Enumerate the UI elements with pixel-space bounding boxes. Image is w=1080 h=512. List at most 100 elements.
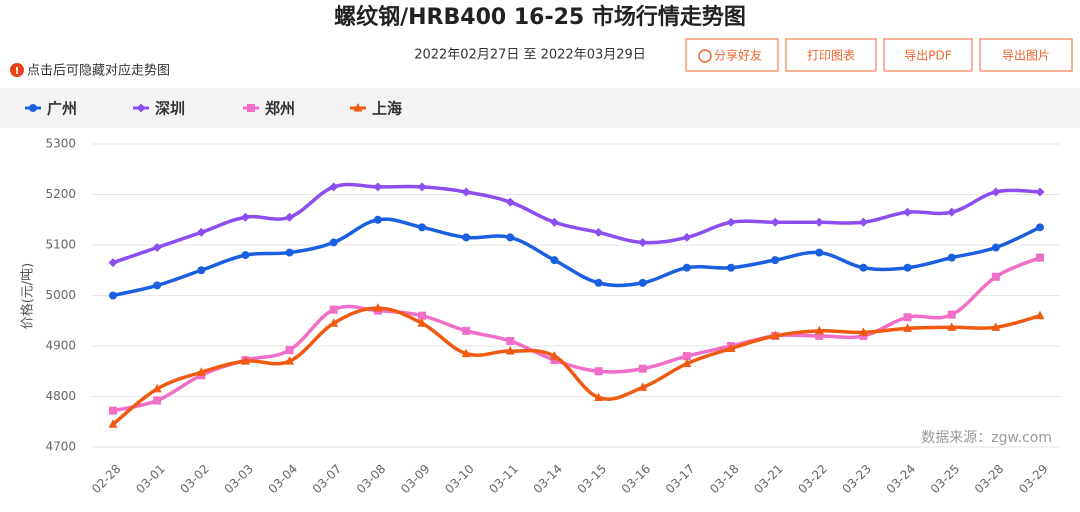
legend-marker — [353, 103, 363, 112]
x-tick-label: 03-10 — [442, 462, 477, 497]
data-point — [770, 330, 780, 340]
data-point — [108, 419, 118, 428]
legend-label: 深圳 — [155, 100, 185, 118]
image-button[interactable]: 导出图片 — [979, 38, 1073, 72]
share-icon — [698, 49, 712, 63]
y-axis-label: 价格(元/吨) — [20, 263, 36, 330]
data-point — [1035, 187, 1045, 197]
data-point — [196, 367, 206, 376]
date-range: 2022年02月27日 至 2022年03月29日 — [414, 48, 646, 63]
data-point — [947, 310, 956, 319]
data-point — [858, 217, 868, 227]
data-point — [1036, 253, 1044, 262]
series-line — [112, 217, 1041, 298]
series-line — [111, 306, 1041, 426]
x-tick-label: 03-28 — [972, 462, 1007, 497]
y-tick-label: 5000 — [45, 288, 76, 302]
button-label: 导出PDF — [904, 49, 951, 63]
x-tick-label: 03-25 — [928, 462, 963, 497]
data-point — [1036, 223, 1044, 232]
y-tick-label: 4800 — [45, 389, 76, 403]
data-point — [594, 392, 604, 402]
data-point — [549, 351, 559, 360]
chart-title: 螺纹钢/HRB400 16-25 市场行情走势图 — [334, 4, 746, 30]
data-point — [858, 327, 868, 336]
x-tick-label: 03-09 — [398, 462, 433, 497]
legend-marker — [136, 103, 146, 113]
data-point — [727, 263, 735, 272]
legend-item[interactable]: 上海 — [350, 100, 402, 118]
data-point — [153, 281, 162, 290]
data-point — [947, 322, 957, 331]
data-point — [417, 318, 427, 327]
data-point — [771, 256, 780, 265]
data-point — [241, 251, 250, 260]
data-point — [152, 383, 162, 393]
pdf-button[interactable]: 导出PDF — [883, 38, 973, 72]
data-point — [462, 326, 471, 335]
data-point — [329, 238, 338, 247]
data-point — [814, 325, 824, 335]
data-point — [505, 346, 515, 355]
data-point — [418, 311, 426, 320]
data-point — [109, 291, 117, 300]
data-point — [373, 215, 382, 224]
data-point — [903, 313, 912, 322]
data-point — [197, 266, 206, 275]
data-point — [1035, 310, 1045, 320]
data-point — [329, 318, 339, 327]
series-line — [112, 182, 1041, 265]
data-point — [682, 263, 691, 272]
data-point — [373, 303, 383, 312]
data-point — [991, 243, 1000, 252]
share-button[interactable]: 分享好友 — [685, 38, 779, 72]
legend-label: 上海 — [372, 100, 402, 118]
x-tick-label: 03-18 — [707, 462, 742, 497]
legend-label: 郑州 — [265, 100, 295, 118]
data-point — [594, 227, 604, 237]
data-point — [506, 233, 515, 242]
source-note: 数据来源：zgw.com — [921, 430, 1052, 446]
data-point — [196, 227, 206, 237]
y-tick-label: 4700 — [45, 440, 76, 454]
data-point — [991, 187, 1001, 197]
data-point — [903, 207, 913, 217]
button-label: 分享好友 — [714, 48, 762, 63]
data-point — [947, 253, 956, 262]
data-point — [506, 336, 515, 345]
x-tick-label: 03-29 — [1016, 462, 1051, 497]
legend-label: 广州 — [47, 100, 77, 118]
legend-item[interactable]: 郑州 — [243, 100, 295, 118]
data-point — [418, 223, 426, 232]
x-tick-label: 03-04 — [266, 462, 301, 497]
y-tick-label: 5100 — [45, 238, 76, 252]
x-tick-label: 03-07 — [310, 462, 345, 497]
x-tick-label: 03-24 — [884, 462, 919, 497]
data-point — [638, 237, 648, 247]
legend-marker — [29, 104, 37, 112]
data-point — [462, 233, 471, 242]
hint-icon — [10, 63, 24, 77]
data-point — [947, 207, 957, 217]
data-point — [329, 182, 339, 192]
print-button[interactable]: 打印图表 — [785, 38, 877, 72]
data-point — [550, 256, 559, 265]
x-tick-label: 03-22 — [795, 462, 830, 497]
data-point — [726, 217, 736, 227]
data-point — [638, 278, 647, 287]
data-point — [461, 187, 471, 197]
data-point — [814, 217, 824, 227]
x-tick-label: 03-01 — [133, 462, 168, 497]
data-point — [240, 356, 250, 365]
data-point — [594, 278, 603, 287]
data-point — [285, 248, 294, 257]
x-tick-label: 03-17 — [663, 462, 698, 497]
data-point — [903, 263, 912, 272]
x-tick-label: 03-16 — [619, 462, 654, 497]
legend-item[interactable]: 广州 — [25, 100, 77, 118]
data-point — [594, 367, 603, 376]
data-point — [285, 212, 295, 222]
legend-item[interactable]: 深圳 — [133, 100, 185, 118]
